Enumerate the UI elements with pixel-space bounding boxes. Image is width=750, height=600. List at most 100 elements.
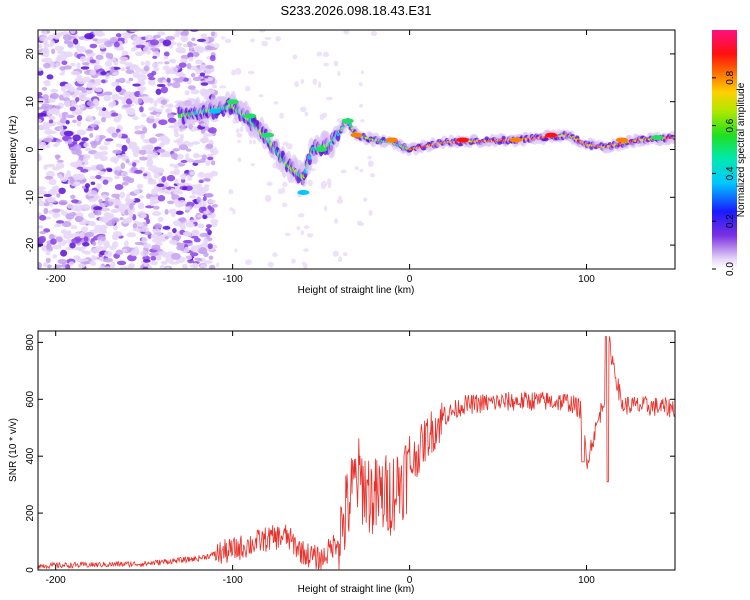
spectrogram-noise-blob xyxy=(65,119,70,125)
spectrogram-noise-blob xyxy=(297,213,305,218)
spectrogram-noise-blob xyxy=(169,67,174,74)
x-tick-label: 0 xyxy=(407,575,413,586)
spectrogram-noise-blob xyxy=(103,141,111,146)
spectrogram-noise-blob xyxy=(53,109,60,116)
spectrogram-noise-blob xyxy=(132,83,141,87)
spectrogram-noise-blob xyxy=(323,62,329,67)
spectrogram-noise-blob xyxy=(84,49,93,54)
spectrogram-noise-blob xyxy=(121,181,129,186)
spectrogram-noise-blob xyxy=(91,255,96,262)
spectrogram-noise-blob xyxy=(152,55,158,59)
spectrogram-noise-blob xyxy=(189,219,196,223)
spectrogram-noise-blob xyxy=(317,81,322,89)
spectrogram-noise-blob xyxy=(164,61,170,65)
spectrogram-noise-blob xyxy=(38,196,43,202)
spectrogram-noise-blob xyxy=(79,55,87,63)
spectrogram-noise-blob xyxy=(77,263,86,269)
spectrogram-noise-blob xyxy=(53,143,59,148)
spectrogram-noise-blob xyxy=(127,264,134,269)
spectrogram-noise-blob xyxy=(140,61,145,66)
spectrogram-noise-blob xyxy=(96,183,102,190)
spectrogram-noise-blob xyxy=(207,199,216,204)
snr-xlabel: Height of straight line (km) xyxy=(298,584,415,595)
spectrogram-noise-blob xyxy=(115,249,124,255)
spectrogram-noise-blob xyxy=(343,30,350,35)
spectrogram-noise-blob xyxy=(175,46,186,54)
spectrogram-noise-blob xyxy=(259,30,266,33)
spectrogram-noise-blob xyxy=(75,97,80,103)
spectrogram-noise-blob xyxy=(62,92,71,98)
spectrogram-noise-blob xyxy=(125,66,131,70)
spectrogram-noise-blob xyxy=(153,67,160,72)
spectrogram-noise-blob xyxy=(48,233,55,240)
spectrogram-noise-blob xyxy=(103,257,113,263)
spectrogram-noise-blob xyxy=(205,159,211,167)
spectrogram-noise-blob xyxy=(87,221,93,225)
spectrogram-noise-blob xyxy=(135,51,144,57)
spectrogram-noise-blob xyxy=(132,115,139,121)
spectrogram-noise-blob xyxy=(177,199,187,206)
spectrogram-noise-blob xyxy=(128,77,134,82)
spectrogram-noise-blob xyxy=(42,137,53,143)
spectrogram-noise-blob xyxy=(41,87,48,91)
spectrogram-noise-blob xyxy=(142,126,148,134)
spectrogram-noise-blob xyxy=(125,80,131,84)
spectrogram-noise-blob xyxy=(120,67,126,72)
spectrogram-noise-blob xyxy=(286,143,293,150)
spectrogram-noise-blob xyxy=(38,97,46,104)
spectrogram-noise-blob xyxy=(163,51,170,57)
spectrogram-noise-blob xyxy=(264,36,272,40)
spectrogram-noise-blob xyxy=(153,231,163,236)
spectrogram-noise-blob xyxy=(55,154,60,161)
spectrogram-noise-blob xyxy=(95,174,102,180)
spectrogram-noise-blob xyxy=(52,254,58,259)
spectrogram-noise-blob xyxy=(156,31,166,36)
spectrogram-noise-blob xyxy=(307,179,314,187)
spectrogram-noise-blob xyxy=(152,169,158,175)
spectrogram-noise-blob xyxy=(133,198,141,203)
spectrogram-noise-blob xyxy=(155,113,160,118)
spectrogram-noise-blob xyxy=(176,242,182,247)
spectrogram-noise-blob xyxy=(58,199,68,206)
spectrogram-noise-blob xyxy=(200,33,208,39)
spectrogram-noise-blob xyxy=(183,249,190,253)
snr-background xyxy=(38,331,675,570)
spectrogram-noise-blob xyxy=(155,108,163,113)
spectrogram-noise-blob xyxy=(237,157,242,163)
spectrogram-noise-blob xyxy=(175,79,184,83)
spectrogram-noise-blob xyxy=(112,149,123,154)
spectrogram-noise-blob xyxy=(149,111,158,116)
spectrogram-noise-blob xyxy=(97,38,106,43)
spectrogram-noise-blob xyxy=(104,40,114,48)
spectrogram-noise-blob xyxy=(100,51,106,55)
spectrogram-noise-blob xyxy=(44,57,53,64)
spectrogram-noise-blob xyxy=(151,152,159,158)
spectrogram-noise-blob xyxy=(98,198,103,204)
spectrogram-noise-blob xyxy=(149,98,154,104)
spectrogram-noise-blob xyxy=(324,205,328,212)
spectrogram-peak xyxy=(651,135,664,141)
spectrogram-noise-blob xyxy=(48,210,54,215)
spectrogram-peak xyxy=(341,118,354,124)
colorbar-ticks: 0.0 0.2 0.4 0.6 0.8 xyxy=(712,70,736,276)
colorbar-gradient xyxy=(712,30,737,269)
spectrogram-noise-blob xyxy=(303,262,308,269)
spectrogram-noise-blob xyxy=(121,50,129,56)
spectrogram-noise-blob xyxy=(156,61,164,65)
spectrogram-noise-blob xyxy=(132,71,141,78)
spectrogram-noise-blob xyxy=(207,76,213,82)
spectrogram-noise-blob xyxy=(184,209,190,213)
spectrogram-noise-blob xyxy=(167,113,174,119)
spectrogram-noise-blob xyxy=(180,159,188,163)
spectrogram-noise-blob xyxy=(178,76,185,81)
spectrogram-noise-blob xyxy=(42,94,49,100)
spectrogram-noise-blob xyxy=(141,226,150,233)
spectrogram-noise-blob xyxy=(44,79,51,87)
spectrogram-noise-blob xyxy=(80,168,89,173)
spectrogram-noise-blob xyxy=(127,112,136,116)
spectrogram-noise-blob xyxy=(171,82,181,89)
spectrogram-noise-blob xyxy=(115,143,123,148)
spectrogram-noise-blob xyxy=(38,186,47,191)
spectrogram-noise-blob xyxy=(180,54,190,60)
spectrogram-noise-blob xyxy=(202,214,208,220)
